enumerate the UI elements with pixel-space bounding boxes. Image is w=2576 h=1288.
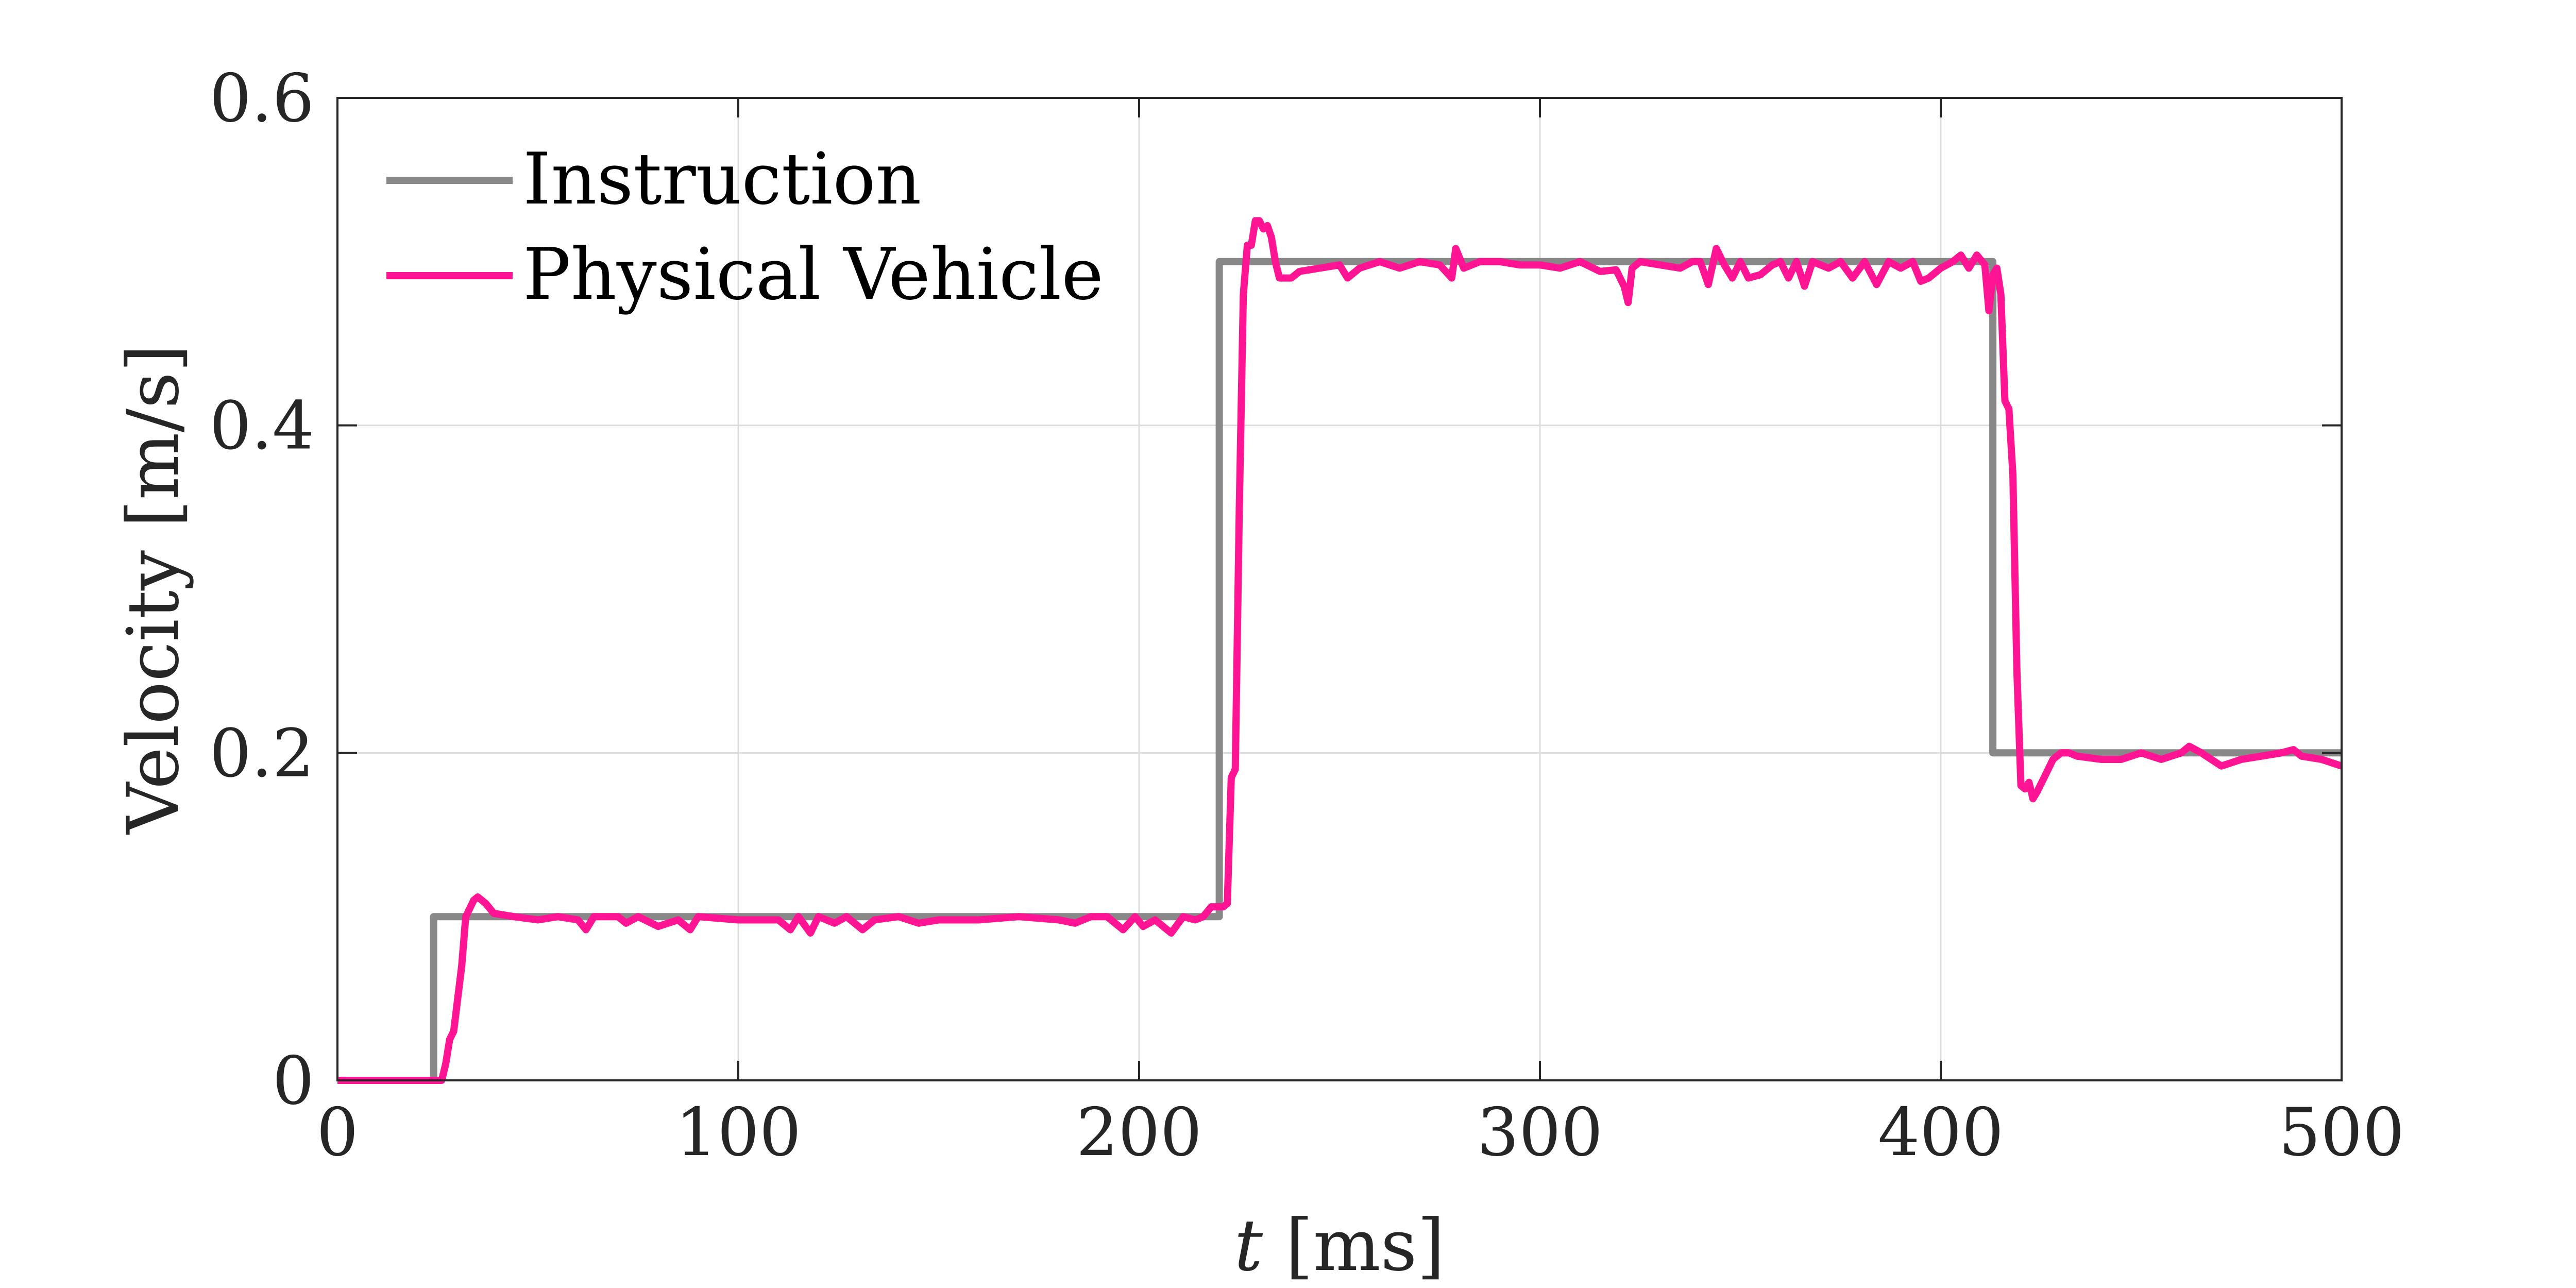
x-axis-unit: [ms] [1285,1204,1445,1287]
x-tick-label: 0 [316,1094,358,1171]
series-line-instruction [337,258,2342,1084]
plot-frame [336,97,2343,1081]
legend: Instruction Physical Vehicle [386,138,1104,316]
y-axis-label: Velocity [m/s] [112,344,195,835]
series-line-physical-vehicle [337,217,2343,1084]
legend-label-physical-vehicle: Physical Vehicle [523,233,1104,316]
y-tick-label: 0.6 [209,60,314,137]
legend-label-instruction: Instruction [523,138,921,221]
x-axis-label: t [ms] [1234,1204,1445,1287]
x-tick-label: 500 [2279,1094,2404,1171]
x-axis-variable: t [1234,1204,1263,1287]
y-tick-label: 0 [273,1043,314,1120]
x-tick-label: 200 [1076,1094,1202,1171]
y-tick-label: 0.4 [209,388,314,465]
series-group [337,217,2343,1084]
tick-marks [336,97,2343,1081]
x-tick-label: 300 [1477,1094,1603,1171]
tick-labels: 0 100 200 300 400 500 0 0.2 0.4 0.6 [209,60,2404,1171]
x-tick-label: 400 [1878,1094,2004,1171]
y-tick-label: 0.2 [209,715,314,792]
x-tick-label: 100 [675,1094,801,1171]
